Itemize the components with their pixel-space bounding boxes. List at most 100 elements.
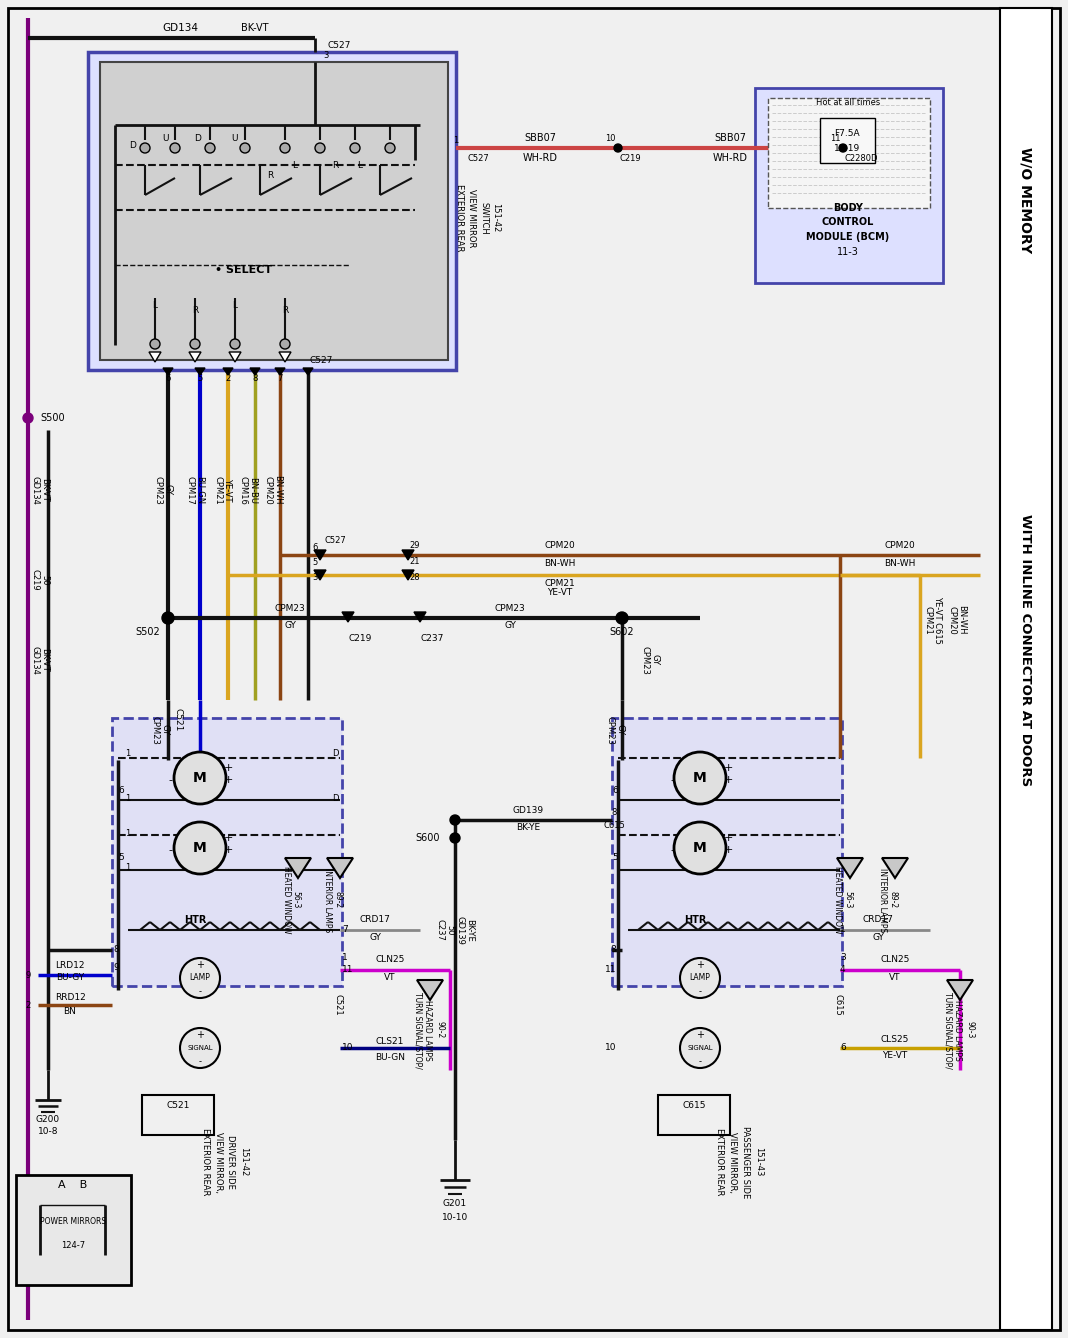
Text: BN-WH: BN-WH xyxy=(545,558,576,567)
Circle shape xyxy=(162,611,174,624)
Bar xyxy=(142,1094,214,1135)
Text: C615: C615 xyxy=(833,994,843,1016)
Text: D: D xyxy=(129,140,137,150)
Text: M: M xyxy=(693,771,707,785)
Text: GD139: GD139 xyxy=(455,915,465,945)
Text: 56-3: 56-3 xyxy=(292,891,300,909)
Bar xyxy=(1000,8,1052,1330)
Text: 7: 7 xyxy=(342,926,348,934)
Text: G200: G200 xyxy=(36,1116,60,1124)
Text: YE-VT: YE-VT xyxy=(548,587,572,597)
Text: VIEW MIRROR,: VIEW MIRROR, xyxy=(728,1132,738,1192)
Text: HTR: HTR xyxy=(184,915,206,925)
Polygon shape xyxy=(274,368,285,375)
Text: MODULE (BCM): MODULE (BCM) xyxy=(806,231,890,242)
Text: 8: 8 xyxy=(611,808,616,816)
Text: GD139: GD139 xyxy=(513,805,544,815)
Text: GD134: GD134 xyxy=(162,23,198,33)
Text: S500: S500 xyxy=(40,413,65,423)
Text: 1: 1 xyxy=(342,954,348,962)
Text: C237: C237 xyxy=(421,633,443,642)
Text: L: L xyxy=(233,301,237,309)
Text: 10: 10 xyxy=(342,1044,354,1053)
Text: BN: BN xyxy=(64,1008,77,1017)
Text: GD134: GD134 xyxy=(31,645,40,674)
Text: CPM23: CPM23 xyxy=(494,603,525,613)
Text: D: D xyxy=(332,793,339,803)
Text: BU-GN: BU-GN xyxy=(195,476,204,504)
Text: 5: 5 xyxy=(312,558,317,566)
Text: TURN SIGNAL/STOP/: TURN SIGNAL/STOP/ xyxy=(943,991,953,1069)
Text: C237: C237 xyxy=(436,919,444,941)
Polygon shape xyxy=(150,352,161,363)
Text: +: + xyxy=(223,846,233,855)
Text: 29: 29 xyxy=(410,541,420,550)
Text: C615: C615 xyxy=(603,822,625,831)
Text: +: + xyxy=(696,1030,704,1040)
Text: 151-42: 151-42 xyxy=(491,203,501,233)
Circle shape xyxy=(450,815,460,826)
Circle shape xyxy=(23,413,33,423)
Text: GY: GY xyxy=(370,933,381,942)
Text: M: M xyxy=(193,842,207,855)
Text: 50: 50 xyxy=(445,925,455,935)
Text: CPM21: CPM21 xyxy=(924,606,932,634)
Text: • SELECT: • SELECT xyxy=(215,265,272,276)
Text: CPM20: CPM20 xyxy=(545,541,576,550)
Bar xyxy=(658,1094,731,1135)
Circle shape xyxy=(190,339,200,349)
Text: GY: GY xyxy=(160,724,170,736)
Text: 2: 2 xyxy=(225,373,231,383)
Text: 6: 6 xyxy=(166,373,171,383)
Text: 1: 1 xyxy=(841,926,846,934)
Text: W/O MEMORY: W/O MEMORY xyxy=(1019,147,1033,253)
Circle shape xyxy=(280,339,290,349)
Text: CPM21: CPM21 xyxy=(545,578,576,587)
Polygon shape xyxy=(947,979,973,999)
Text: -: - xyxy=(670,846,674,855)
Text: 50: 50 xyxy=(41,575,49,585)
Text: CRD17: CRD17 xyxy=(863,915,894,925)
Text: DRIVER SIDE: DRIVER SIDE xyxy=(226,1135,236,1189)
Text: C527: C527 xyxy=(468,154,490,162)
Polygon shape xyxy=(342,611,354,622)
Text: G201: G201 xyxy=(443,1199,467,1208)
Text: BK-YE: BK-YE xyxy=(516,823,540,832)
Text: C219: C219 xyxy=(621,154,642,162)
Circle shape xyxy=(674,822,726,874)
Text: SIGNAL: SIGNAL xyxy=(187,1045,213,1052)
Text: 11: 11 xyxy=(342,966,354,974)
Text: 28: 28 xyxy=(410,573,421,582)
Text: 56-3: 56-3 xyxy=(844,891,852,909)
Circle shape xyxy=(180,958,220,998)
Text: 1: 1 xyxy=(125,748,130,757)
Circle shape xyxy=(174,752,226,804)
Circle shape xyxy=(150,339,160,349)
Text: SIGNAL: SIGNAL xyxy=(687,1045,712,1052)
Bar xyxy=(16,1175,131,1284)
Text: +: + xyxy=(723,834,733,843)
Text: 1: 1 xyxy=(454,135,458,145)
Text: +: + xyxy=(723,775,733,785)
Polygon shape xyxy=(195,368,205,375)
Circle shape xyxy=(230,339,240,349)
Text: GD134: GD134 xyxy=(31,475,40,504)
Text: YE-VT: YE-VT xyxy=(223,478,233,502)
Circle shape xyxy=(384,143,395,153)
Text: 8: 8 xyxy=(610,946,616,954)
Text: R: R xyxy=(282,305,288,314)
Text: CPM23: CPM23 xyxy=(606,716,614,744)
Text: L: L xyxy=(293,161,298,170)
Text: 5: 5 xyxy=(117,854,124,863)
Text: 6: 6 xyxy=(117,785,124,795)
Text: 21: 21 xyxy=(410,557,420,566)
Text: CPM20: CPM20 xyxy=(884,541,915,550)
Text: +: + xyxy=(223,763,233,773)
Text: CLS25: CLS25 xyxy=(881,1036,909,1045)
Text: INTERIOR LAMPS: INTERIOR LAMPS xyxy=(879,868,888,933)
Text: 3: 3 xyxy=(323,51,328,59)
Polygon shape xyxy=(189,352,201,363)
Text: HEATED WINDOW: HEATED WINDOW xyxy=(833,866,843,934)
Polygon shape xyxy=(837,858,863,878)
Text: GY: GY xyxy=(650,654,660,665)
